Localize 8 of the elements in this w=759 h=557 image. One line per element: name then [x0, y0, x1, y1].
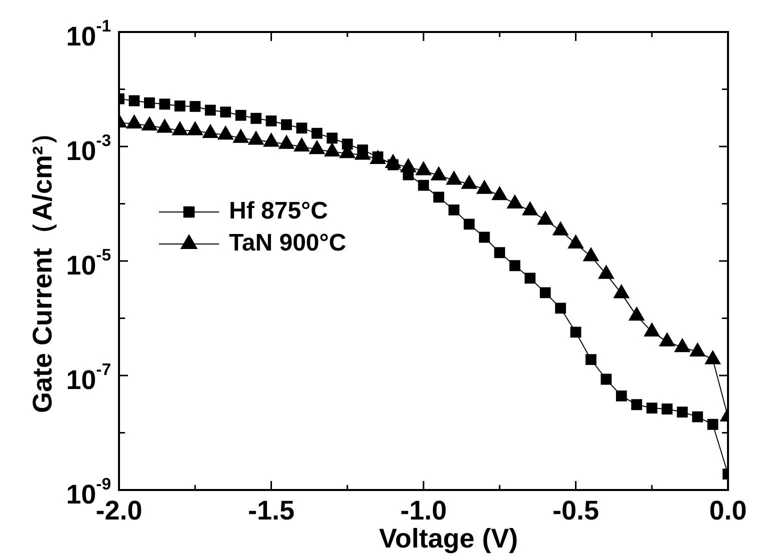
x-tick-label: 0.0	[709, 495, 747, 526]
legend-label: Hf 875°C	[229, 198, 328, 225]
x-tick-label: -1.5	[248, 495, 295, 526]
y-axis-title: Gate Current（A/cm²）	[27, 118, 58, 414]
x-tick-label: -0.5	[552, 495, 600, 526]
x-axis-title: Voltage (V)	[378, 523, 518, 554]
x-tick-label: -1.0	[400, 495, 447, 526]
legend-label: TaN 900°C	[229, 230, 346, 257]
